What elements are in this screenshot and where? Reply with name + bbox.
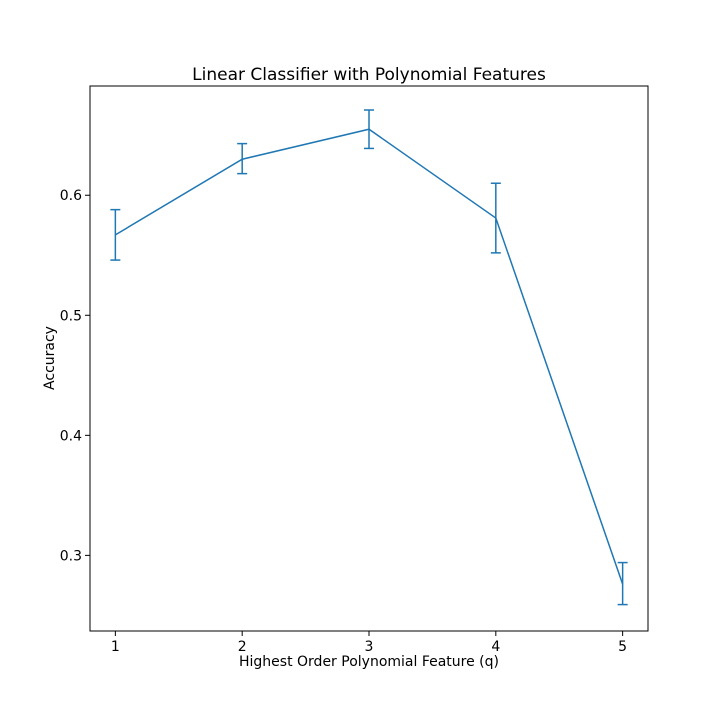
x-tick-label: 4 (491, 639, 500, 655)
y-axis-label: Accuracy (42, 326, 58, 390)
x-tick-label: 5 (618, 639, 627, 655)
x-axis-label: Highest Order Polynomial Feature (q) (239, 654, 499, 670)
y-tick-label: 0.4 (60, 428, 82, 444)
y-tick-label: 0.5 (60, 308, 82, 324)
chart-title: Linear Classifier with Polynomial Featur… (192, 65, 546, 85)
x-tick-label: 2 (238, 639, 247, 655)
x-tick-label: 1 (111, 639, 120, 655)
x-tick-label: 3 (365, 639, 374, 655)
x-axis: 1 2 3 4 5 (111, 631, 627, 655)
plot-area (110, 109, 628, 606)
y-tick-label: 0.3 (60, 548, 82, 564)
y-tick-label: 0.6 (60, 188, 82, 204)
y-axis: 0.3 0.4 0.5 0.6 (60, 188, 90, 564)
